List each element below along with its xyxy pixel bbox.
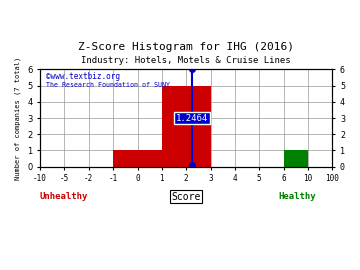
Text: Healthy: Healthy	[279, 192, 316, 201]
Y-axis label: Number of companies (7 total): Number of companies (7 total)	[15, 56, 22, 180]
Text: 1.2464: 1.2464	[176, 114, 208, 123]
Title: Z-Score Histogram for IHG (2016): Z-Score Histogram for IHG (2016)	[78, 42, 294, 52]
Bar	[284, 150, 308, 167]
Bar	[113, 150, 162, 167]
Bar	[162, 86, 211, 167]
Text: The Research Foundation of SUNY: The Research Foundation of SUNY	[46, 82, 170, 88]
Text: Unhealthy: Unhealthy	[39, 192, 87, 201]
Text: ©www.textbiz.org: ©www.textbiz.org	[46, 72, 120, 81]
Text: Industry: Hotels, Motels & Cruise Lines: Industry: Hotels, Motels & Cruise Lines	[81, 56, 291, 65]
Text: Score: Score	[171, 192, 201, 202]
